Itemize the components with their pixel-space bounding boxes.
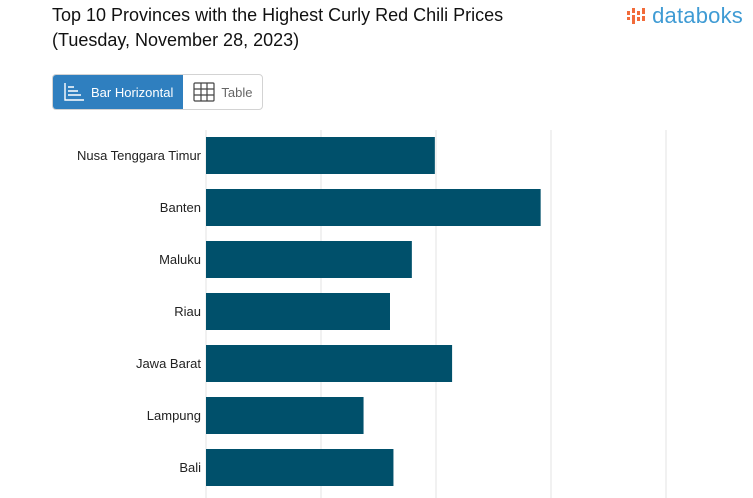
chart-title-line2: (Tuesday, November 28, 2023)	[52, 30, 300, 50]
bar[interactable]	[206, 345, 453, 382]
bar[interactable]	[206, 137, 435, 174]
category-label: Jawa Barat	[136, 356, 201, 371]
bar[interactable]	[206, 397, 364, 434]
tab-bar-horizontal[interactable]: Bar Horizontal	[53, 75, 184, 109]
category-label: Maluku	[159, 252, 201, 267]
tab-bar-horizontal-label: Bar Horizontal	[91, 84, 174, 100]
bar[interactable]	[206, 293, 390, 330]
category-label: Banten	[160, 200, 201, 215]
bar[interactable]	[206, 189, 541, 226]
databoks-logo-icon	[627, 8, 646, 24]
databoks-logo[interactable]: databoks	[626, 2, 743, 30]
bars	[206, 137, 541, 486]
logo-text: databoks	[652, 3, 743, 28]
bar[interactable]	[206, 449, 394, 486]
view-tabs: Bar Horizontal Table	[52, 74, 264, 110]
bar[interactable]	[206, 241, 412, 278]
table-icon	[193, 82, 215, 102]
chart-title-line1: Top 10 Provinces with the Highest Curly …	[52, 5, 504, 25]
bar-horizontal-icon	[64, 83, 84, 101]
category-labels: Nusa Tenggara Timur Banten Maluku Riau Jawa …	[77, 148, 202, 475]
category-label: Riau	[174, 304, 201, 319]
chart-title: Top 10 Provinces with the Highest Curly …	[52, 3, 592, 53]
tab-table-label: Table	[221, 84, 253, 100]
category-label: Bali	[179, 460, 201, 475]
tab-table[interactable]: Table	[183, 75, 262, 109]
category-label: Lampung	[147, 408, 201, 423]
category-label: Nusa Tenggara Timur	[77, 148, 202, 163]
